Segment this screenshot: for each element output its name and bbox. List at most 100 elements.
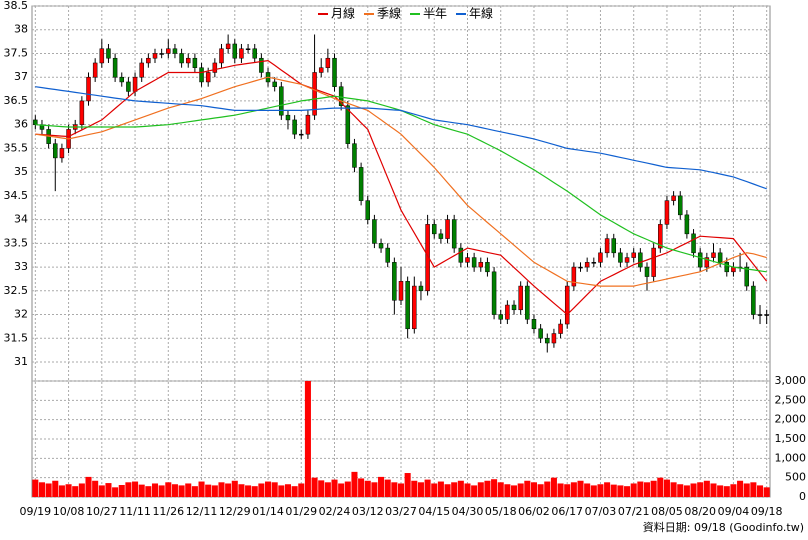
volume-bar	[690, 483, 697, 497]
candle-body	[638, 252, 643, 268]
candle-body	[245, 48, 251, 50]
candle-body	[431, 224, 437, 235]
x-tick-label: 12/29	[219, 505, 251, 518]
y-tick-label: 32	[14, 308, 28, 321]
candle-body	[764, 314, 769, 316]
volume-bar	[471, 485, 478, 497]
x-tick-label: 03/12	[352, 505, 384, 518]
volume-bar	[384, 479, 391, 497]
y-tick-label: 37	[14, 70, 28, 83]
candle-body	[365, 200, 371, 220]
volume-bar	[750, 482, 757, 497]
volume-bar	[32, 479, 39, 497]
volume-bar	[171, 484, 178, 497]
candle-body	[711, 252, 716, 258]
volume-bar	[45, 483, 52, 497]
y-tick-label: 31	[14, 355, 28, 368]
candle-body	[279, 86, 284, 116]
volume-bar	[444, 484, 451, 497]
candle-body	[292, 119, 297, 135]
candle-body	[498, 314, 503, 320]
candle-body	[704, 257, 710, 268]
volume-bar	[544, 481, 551, 497]
volume-bar	[331, 479, 338, 497]
candle-body	[166, 48, 171, 54]
volume-bar	[524, 480, 531, 497]
volume-bar	[763, 487, 770, 497]
y-tick-label: 36.5	[4, 94, 29, 107]
volume-bar	[717, 485, 724, 497]
candle-body	[185, 57, 191, 64]
volume-bar	[417, 482, 424, 497]
volume-bar	[178, 485, 185, 497]
y2-tick-label: 2,000	[775, 413, 807, 426]
candle-body	[338, 86, 344, 106]
candle-body	[658, 224, 663, 249]
volume-bar	[491, 479, 498, 497]
volume-bar	[132, 481, 139, 497]
volume-bar	[497, 482, 504, 497]
volume-bar	[670, 482, 677, 497]
candle-body	[438, 233, 444, 239]
x-tick-label: 09/19	[19, 505, 51, 518]
candle-body	[451, 219, 457, 249]
y-tick-label: 36	[14, 118, 28, 131]
y2-tick-label: 3,000	[775, 374, 807, 387]
volume-bar	[577, 480, 584, 497]
x-tick-label: 06/17	[551, 505, 583, 518]
legend-label: 月線	[331, 6, 355, 21]
candle-body	[299, 133, 304, 136]
volume-bar	[298, 483, 305, 497]
candle-body	[225, 43, 231, 49]
x-tick-label: 10/27	[86, 505, 118, 518]
y2-tick-label: 0	[799, 490, 806, 503]
volume-bar	[78, 483, 85, 497]
y-tick-label: 31.5	[4, 331, 29, 344]
candle-body	[312, 72, 317, 116]
candle-body	[458, 247, 464, 263]
volume-bar	[185, 483, 192, 497]
volume-bar	[112, 487, 119, 497]
candle-body	[412, 285, 417, 330]
volume-bar	[723, 486, 730, 497]
ma-line	[35, 59, 768, 316]
candle-body	[485, 262, 490, 273]
candle-body	[545, 338, 550, 344]
candle-body	[192, 57, 198, 68]
candle-body	[352, 143, 357, 168]
candle-body	[205, 72, 211, 83]
volume-bar	[590, 485, 597, 497]
y2-tick-label: 1,000	[775, 451, 807, 464]
volume-bar	[683, 485, 690, 497]
y2-tick-label: 1,500	[775, 432, 807, 445]
candle-body	[744, 266, 749, 287]
candle-body	[159, 53, 164, 55]
candle-body	[272, 81, 277, 87]
x-tick-label: 11/26	[152, 505, 184, 518]
volume-bar	[145, 486, 152, 497]
volume-bar	[251, 486, 258, 497]
volume-bar	[511, 485, 518, 497]
volume-bar	[451, 482, 458, 497]
volume-bar	[617, 485, 624, 497]
volume-bar	[630, 483, 637, 497]
volume-bar	[258, 483, 265, 497]
volume-bar	[431, 483, 438, 497]
y-tick-label: 35	[14, 165, 28, 178]
x-tick-label: 10/08	[53, 505, 85, 518]
ma-line	[35, 76, 767, 287]
candle-body	[132, 76, 138, 92]
volume-bar	[291, 486, 298, 497]
candle-body	[724, 262, 730, 273]
candle-body	[757, 314, 763, 316]
candle-body	[511, 304, 517, 311]
volume-bar	[238, 484, 245, 497]
y-tick-label: 33.5	[4, 236, 29, 249]
volume-bar	[85, 476, 92, 497]
candle-body	[332, 57, 337, 87]
volume-bar	[570, 482, 577, 497]
volume-bar	[138, 484, 145, 497]
volume-bar	[364, 480, 371, 497]
x-tick-label: 04/15	[418, 505, 450, 518]
ma-line	[35, 86, 767, 190]
